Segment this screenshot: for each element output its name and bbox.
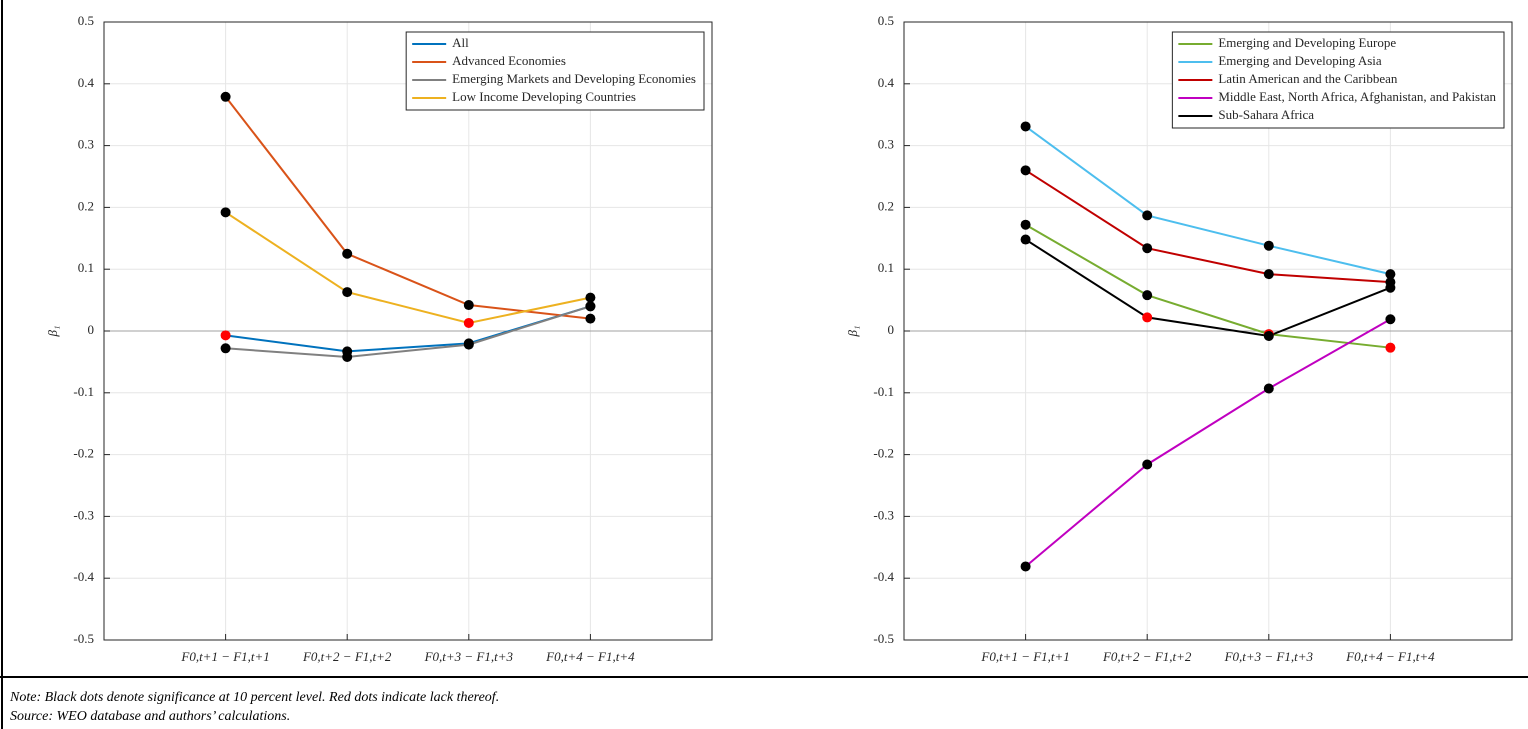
- y-tick-label: 0.2: [78, 198, 94, 213]
- data-point: [463, 300, 474, 311]
- legend-label: Advanced Economies: [452, 53, 566, 68]
- y-tick-label: 0.4: [78, 75, 95, 90]
- data-point: [220, 207, 231, 218]
- data-point: [1020, 234, 1031, 245]
- data-point: [220, 343, 231, 354]
- data-point: [220, 330, 231, 341]
- y-tick-label: -0.5: [873, 631, 894, 646]
- series-line: [1025, 223, 1391, 349]
- x-tick-label: F0,t+2 − F1,t+2: [1102, 649, 1192, 664]
- legend-label: Emerging and Developing Asia: [1218, 53, 1382, 68]
- series-line: [225, 305, 591, 358]
- axes-box: [103, 21, 713, 641]
- x-tick-label: F0,t+3 − F1,t+3: [424, 649, 514, 664]
- y-axis-label: β₁: [845, 326, 860, 338]
- legend-label: Sub-Sahara Africa: [1218, 107, 1314, 122]
- legend: All Advanced Economies Emerging Markets an…: [405, 31, 705, 111]
- y-tick-label: -0.1: [873, 384, 894, 399]
- data-point: [1263, 240, 1274, 251]
- note: Note: Black dots denote significance at …: [9, 690, 499, 705]
- data-point: [1142, 312, 1153, 323]
- legend-box: [405, 31, 705, 111]
- y-tick-label: -0.2: [873, 446, 894, 461]
- series-line: [1025, 125, 1391, 276]
- data-point: [1263, 330, 1274, 341]
- legend-label: Emerging Markets and Developing Economie…: [452, 71, 696, 86]
- y-tick-label: -0.4: [73, 569, 94, 584]
- y-tick-label: -0.3: [73, 507, 94, 522]
- data-point: [220, 91, 231, 102]
- legend-box: [1171, 31, 1505, 129]
- y-tick-label: -0.1: [73, 384, 94, 399]
- data-point: [342, 351, 353, 362]
- y-tick-label: -0.5: [73, 631, 94, 646]
- series-line: [1025, 238, 1391, 337]
- y-tick-label: 0.1: [78, 260, 94, 275]
- data-point: [1020, 121, 1031, 132]
- data-point: [1020, 165, 1031, 176]
- y-tick-label: 0.3: [878, 137, 894, 152]
- data-point: [585, 313, 596, 324]
- legend-label: Low Income Developing Countries: [452, 89, 636, 104]
- x-tick-label: F0,t+4 − F1,t+4: [1345, 649, 1435, 664]
- data-point: [1142, 459, 1153, 470]
- data-point: [1385, 342, 1396, 353]
- data-point: [585, 292, 596, 303]
- legend-label: All: [452, 35, 469, 50]
- x-tick-label: F0,t+4 − F1,t+4: [545, 649, 635, 664]
- series-line: [1025, 169, 1391, 284]
- series-line: [224, 96, 591, 320]
- source: Source: WEO database and authors’ calcul…: [10, 709, 290, 724]
- data-point: [1385, 282, 1396, 293]
- x-tick-label: F0,t+3 − F1,t+3: [1224, 649, 1314, 664]
- y-axis-label: β₁: [45, 326, 60, 338]
- data-point: [585, 301, 596, 312]
- y-tick-label: 0.3: [78, 137, 94, 152]
- series-line: [225, 211, 591, 324]
- legend-label: Middle East, North Africa, Afghanistan, …: [1218, 89, 1496, 104]
- data-point: [1263, 383, 1274, 394]
- y-tick-label: 0: [888, 322, 895, 337]
- y-tick-label: 0: [88, 322, 95, 337]
- y-tick-label: 0.4: [878, 75, 895, 90]
- y-tick-label: -0.3: [873, 507, 894, 522]
- y-tick-label: -0.2: [73, 446, 94, 461]
- legend-label: Latin American and the Caribbean: [1218, 71, 1398, 86]
- y-tick-label: 0.5: [78, 13, 94, 28]
- data-point: [1020, 219, 1031, 230]
- series-line: [1024, 318, 1391, 568]
- data-point: [463, 339, 474, 350]
- y-tick-label: 0.2: [878, 198, 894, 213]
- y-tick-label: 0.5: [878, 13, 894, 28]
- data-point: [342, 287, 353, 298]
- data-point: [1385, 314, 1396, 325]
- x-tick-label: F0,t+1 − F1,t+1: [180, 649, 269, 664]
- y-tick-label: 0.1: [878, 260, 894, 275]
- x-tick-label: F0,t+1 − F1,t+1: [980, 649, 1069, 664]
- axes-box: [903, 21, 1513, 641]
- data-point: [342, 248, 353, 259]
- data-point: [463, 317, 474, 328]
- data-point: [1385, 269, 1396, 280]
- data-point: [1263, 269, 1274, 280]
- data-point: [1020, 561, 1031, 572]
- legend: Emerging and Developing Europe Emerging a…: [1171, 31, 1505, 129]
- legend-label: Emerging and Developing Europe: [1218, 35, 1396, 50]
- data-point: [1142, 210, 1153, 221]
- y-tick-label: -0.4: [873, 569, 894, 584]
- data-point: [1142, 243, 1153, 254]
- data-point: [1142, 290, 1153, 301]
- x-tick-label: F0,t+2 − F1,t+2: [302, 649, 392, 664]
